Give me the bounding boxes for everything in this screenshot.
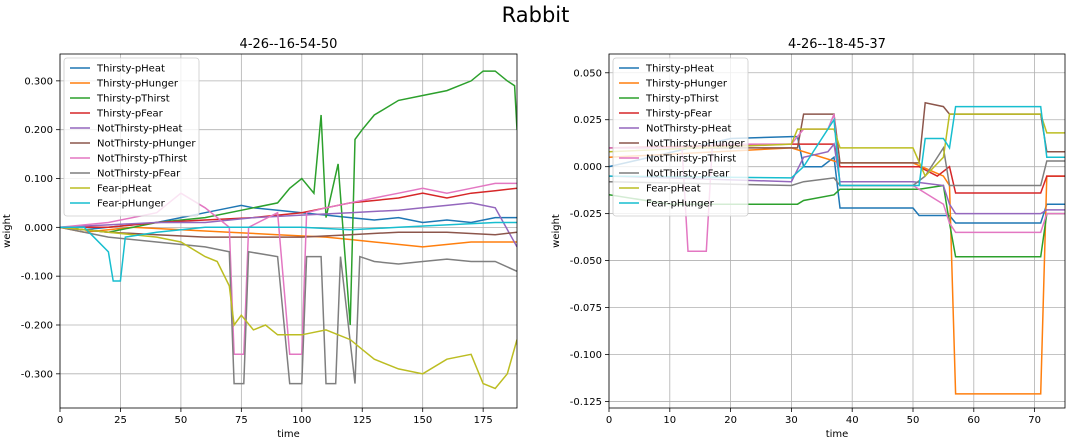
series-line-notthirsty-pheat	[60, 202, 517, 248]
x-axis-label: time	[277, 429, 300, 440]
chart-title: 4-26--18-45-37	[788, 37, 886, 52]
grid	[608, 54, 1065, 408]
y-tick-label: 0.100	[24, 174, 53, 185]
series-line-fear-pheat	[60, 226, 517, 390]
x-tick-label: 150	[413, 415, 432, 426]
series-line-notthirsty-pthirst	[609, 113, 1065, 252]
series-line-thirsty-pheat	[609, 135, 1065, 224]
legend-label: Fear-pHeat	[646, 184, 701, 195]
x-tick-label: 75	[235, 415, 248, 426]
y-tick-label: 0.000	[573, 162, 602, 173]
x-tick-label: 50	[907, 415, 920, 426]
x-tick-label: 175	[474, 415, 493, 426]
legend-label: Thirsty-pFear	[96, 109, 164, 120]
legend-label: NotThirsty-pHeat	[646, 124, 731, 135]
x-tick-label: 30	[785, 415, 798, 426]
legend-label: NotThirsty-pThirst	[646, 154, 736, 165]
legend-label: Thirsty-pThirst	[96, 94, 170, 105]
legend: Thirsty-pHeat Thirsty-pHunger Thirsty-pThi…	[63, 57, 200, 217]
x-tick-label: 100	[292, 415, 311, 426]
series-line-fear-phunger	[609, 105, 1065, 187]
series-line-thirsty-phunger	[60, 226, 517, 248]
x-tick-label: 60	[967, 415, 980, 426]
series-line-notthirsty-pfear	[60, 226, 517, 385]
y-tick-label: -0.050	[570, 256, 602, 267]
y-tick-label: -0.100	[570, 350, 602, 361]
series-line-notthirsty-phunger	[60, 226, 517, 238]
x-tick-label: 50	[175, 415, 188, 426]
y-tick-label: 0.050	[573, 68, 602, 79]
legend-label: Fear-pHeat	[97, 184, 152, 195]
right-chart-panel: 0 10 20 30 40 50 60 70 -0.125 -0.100 -0.075 -0.050 -…	[551, 37, 1066, 440]
legend-label: NotThirsty-pHeat	[97, 124, 182, 135]
y-tick-label: -0.200	[21, 320, 53, 331]
plot-frame	[608, 53, 1066, 409]
legend-label: Fear-pHunger	[646, 199, 715, 210]
series-line-thirsty-pthirst	[60, 70, 517, 326]
y-axis-label: weight	[2, 214, 13, 248]
x-tick-label: 25	[114, 415, 127, 426]
y-tick-label: -0.125	[570, 397, 602, 408]
legend: Thirsty-pHeat Thirsty-pHunger Thirsty-pThi…	[612, 57, 749, 217]
y-tick-label: 0.200	[24, 125, 53, 136]
series-line-notthirsty-pheat	[609, 142, 1065, 215]
legend-label: Thirsty-pHeat	[645, 64, 714, 75]
x-tick-label: 20	[724, 415, 737, 426]
legend-label: Thirsty-pThirst	[645, 94, 719, 105]
y-tick-label: 0.025	[573, 115, 602, 126]
x-tick-label: 0	[606, 415, 612, 426]
y-tick-label: -0.025	[570, 209, 602, 220]
plot-frame	[59, 53, 518, 409]
legend-label: NotThirsty-pHunger	[646, 139, 745, 150]
y-tick-label: -0.100	[21, 272, 53, 283]
figure-title: Rabbit	[502, 3, 570, 27]
x-tick-label: 0	[57, 415, 63, 426]
y-tick-label: 0.300	[24, 76, 53, 87]
legend-label: Fear-pHunger	[97, 199, 166, 210]
chart-title: 4-26--16-54-50	[240, 37, 338, 52]
y-tick-label: -0.300	[21, 369, 53, 380]
x-tick-label: 10	[663, 415, 676, 426]
left-chart-panel: 0 25 50 75 100 125 150 175 -0.300 -0.200 -0.100 0.0…	[2, 37, 518, 440]
series-lines	[60, 70, 517, 390]
x-tick-label: 70	[1028, 415, 1041, 426]
x-tick-label: 125	[353, 415, 372, 426]
legend-label: Thirsty-pFear	[645, 109, 713, 120]
series-lines	[609, 101, 1065, 395]
legend-box	[63, 57, 200, 217]
y-tick-label: 0.000	[24, 223, 53, 234]
legend-label: NotThirsty-pFear	[646, 169, 730, 180]
legend-label: Thirsty-pHeat	[96, 64, 165, 75]
legend-box	[612, 57, 749, 217]
series-line-thirsty-pfear	[609, 143, 1065, 194]
y-tick-label: -0.075	[570, 303, 602, 314]
x-axis-label: time	[826, 429, 849, 440]
legend-label: NotThirsty-pHunger	[97, 139, 196, 150]
legend-label: NotThirsty-pThirst	[97, 154, 187, 165]
legend-label: NotThirsty-pFear	[97, 169, 181, 180]
legend-label: Thirsty-pHunger	[96, 79, 179, 90]
series-line-fear-phunger	[60, 221, 517, 282]
x-tick-label: 40	[846, 415, 859, 426]
legend-label: Thirsty-pHunger	[645, 79, 728, 90]
y-axis-label: weight	[551, 214, 562, 248]
series-line-thirsty-phunger	[609, 147, 1065, 395]
